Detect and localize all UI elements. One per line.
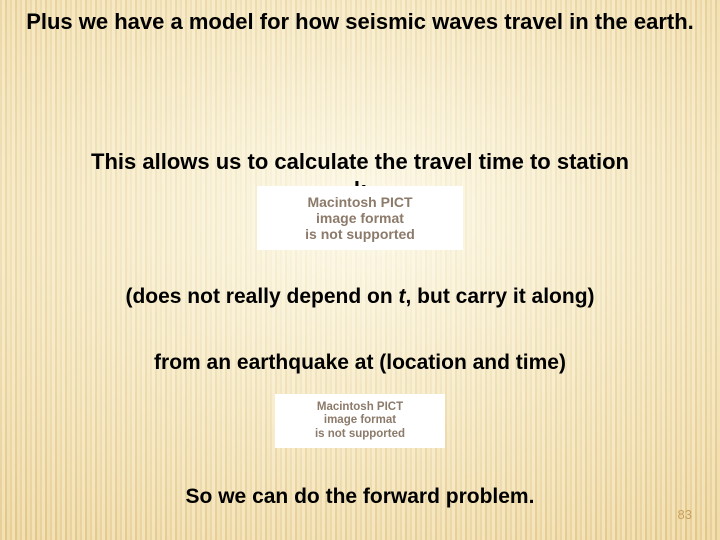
image-placeholder-1: Macintosh PICT image format is not suppo… — [257, 186, 463, 250]
page-number: 83 — [678, 507, 692, 522]
placeholder-text-l2: image format — [316, 210, 404, 226]
heading-line-1: Plus we have a model for how seismic wav… — [0, 8, 720, 36]
line3-post: , but carry it along) — [406, 285, 595, 308]
placeholder2-text-l1: Macintosh PICT — [317, 401, 403, 414]
body-line-2a: This allows us to calculate the travel t… — [0, 148, 720, 176]
placeholder-text-l3: is not supported — [305, 226, 415, 242]
slide-background: Plus we have a model for how seismic wav… — [0, 0, 720, 540]
image-placeholder-2: Macintosh PICT image format is not suppo… — [275, 394, 445, 448]
line3-italic-t: t — [399, 285, 406, 308]
placeholder2-text-l2: image format — [324, 414, 396, 427]
body-line-3: (does not really depend on t, but carry … — [0, 284, 720, 310]
placeholder-text-l1: Macintosh PICT — [307, 194, 412, 210]
body-line-4: from an earthquake at (location and time… — [0, 350, 720, 376]
body-line-5: So we can do the forward problem. — [0, 484, 720, 510]
line3-pre: (does not really depend on — [125, 285, 398, 308]
placeholder2-text-l3: is not supported — [315, 428, 405, 441]
